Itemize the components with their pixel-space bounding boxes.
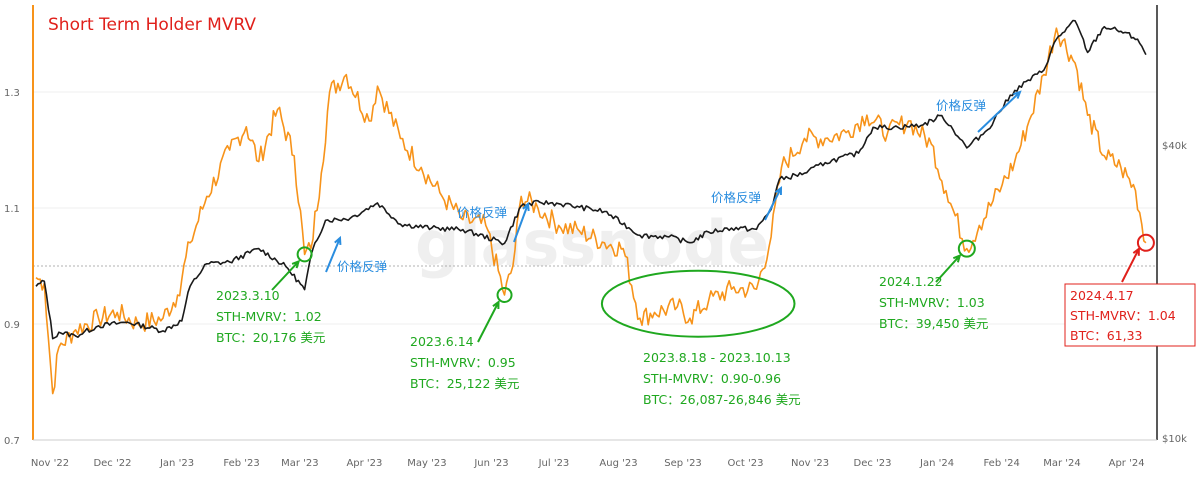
annotation-date: 2023.8.18 - 2023.10.13	[643, 350, 791, 365]
y-tick-label: 1.3	[4, 88, 20, 99]
rebound-label: 价格反弹	[936, 98, 986, 113]
marker-circle-2024-04-17	[1136, 233, 1155, 252]
annotation-date: 2023.3.10	[216, 288, 280, 303]
x-tick-label: May '23	[407, 458, 446, 469]
x-tick-label: Oct '23	[728, 458, 764, 469]
right-y-ticks: $10k $40k	[1162, 141, 1187, 445]
left-y-ticks: 0.7 0.9 1.1 1.3	[4, 88, 20, 447]
x-tick-label: Aug '23	[599, 458, 637, 469]
arrow-green-2024-01-22	[935, 253, 962, 283]
series-line-mvrv	[35, 27, 1147, 395]
series-line-price	[35, 19, 1147, 340]
marker-ellipse-2023-08-10	[600, 269, 796, 338]
annotation-date: 2023.6.14	[410, 334, 474, 349]
annotation-mvrv: STH-MVRV：0.95	[410, 355, 516, 370]
x-axis-ticks: Nov '22 Dec '22 Jan '23 Feb '23 Mar '23 …	[31, 458, 1145, 469]
annotation-2023-08-18-to-2023-10-13: 2023.8.18 - 2023.10.13 STH-MVRV：0.90-0.9…	[643, 350, 801, 407]
arrow-red-2024-04-17	[1121, 246, 1140, 283]
annotation-btc: BTC：61,33	[1070, 328, 1143, 343]
y-right-tick-label: $40k	[1162, 141, 1187, 152]
x-tick-label: Sep '23	[664, 458, 702, 469]
annotation-btc: BTC：25,122 美元	[410, 376, 519, 391]
x-tick-label: Dec '23	[854, 458, 892, 469]
rebound-label: 价格反弹	[457, 205, 507, 220]
x-tick-label: Apr '24	[1109, 458, 1145, 469]
y-tick-label: 1.1	[4, 204, 20, 215]
y-tick-label: 0.7	[4, 436, 20, 447]
arrow-blue-rebound-1	[325, 235, 342, 273]
annotation-mvrv: STH-MVRV：1.03	[879, 295, 985, 310]
x-tick-label: Feb '24	[983, 458, 1019, 469]
annotation-btc: BTC：20,176 美元	[216, 330, 325, 345]
x-tick-label: Apr '23	[346, 458, 382, 469]
annotation-2024-04-17: 2024.4.17 STH-MVRV：1.04 BTC：61,33	[1064, 283, 1196, 347]
annotation-mvrv: STH-MVRV：1.04	[1070, 308, 1176, 323]
x-tick-label: Jan '24	[919, 458, 954, 469]
markers-layer	[296, 233, 1155, 338]
x-tick-label: Mar '23	[281, 458, 319, 469]
annotation-btc: BTC：39,450 美元	[879, 316, 988, 331]
annotation-date: 2024.1.22	[879, 274, 943, 289]
annotation-mvrv: STH-MVRV：0.90-0.96	[643, 371, 781, 386]
annotation-2023-06-14: 2023.6.14 STH-MVRV：0.95 BTC：25,122 美元	[410, 334, 519, 391]
annotation-btc: BTC：26,087-26,846 美元	[643, 392, 801, 407]
annotation-date: 2024.4.17	[1070, 288, 1134, 303]
annotation-2023-03-10: 2023.3.10 STH-MVRV：1.02 BTC：20,176 美元	[216, 288, 325, 345]
x-tick-label: Nov '23	[791, 458, 829, 469]
arrow-blue-rebound-3	[764, 185, 783, 221]
marker-circle-2023-06-14	[496, 287, 513, 303]
x-tick-label: Jan '23	[159, 458, 194, 469]
x-tick-label: Jun '23	[473, 458, 508, 469]
rebound-labels: 价格反弹 价格反弹 价格反弹 价格反弹	[337, 98, 986, 274]
arrow-green-2023-06-14	[477, 299, 500, 343]
annotation-mvrv: STH-MVRV：1.02	[216, 309, 322, 324]
arrow-green-2023-03-10	[271, 259, 301, 291]
arrow-blue-rebound-2	[513, 201, 530, 243]
x-tick-label: Feb '23	[223, 458, 259, 469]
x-tick-label: Jul '23	[538, 458, 570, 469]
arrows-layer	[271, 90, 1140, 343]
marker-circle-2024-01-22	[957, 239, 976, 258]
rebound-label: 价格反弹	[711, 190, 761, 205]
x-tick-label: Mar '24	[1043, 458, 1081, 469]
marker-circle-2023-03-10	[296, 246, 313, 263]
annotation-2024-01-22: 2024.1.22 STH-MVRV：1.03 BTC：39,450 美元	[879, 274, 988, 331]
x-tick-label: Dec '22	[93, 458, 131, 469]
x-tick-label: Nov '22	[31, 458, 69, 469]
rebound-label: 价格反弹	[337, 259, 387, 274]
annotation-box	[1064, 283, 1196, 347]
chart-title: Short Term Holder MVRV	[48, 15, 256, 35]
arrow-blue-rebound-4	[977, 90, 1022, 133]
y-tick-label: 0.9	[4, 320, 20, 331]
y-right-tick-label: $10k	[1162, 434, 1187, 445]
